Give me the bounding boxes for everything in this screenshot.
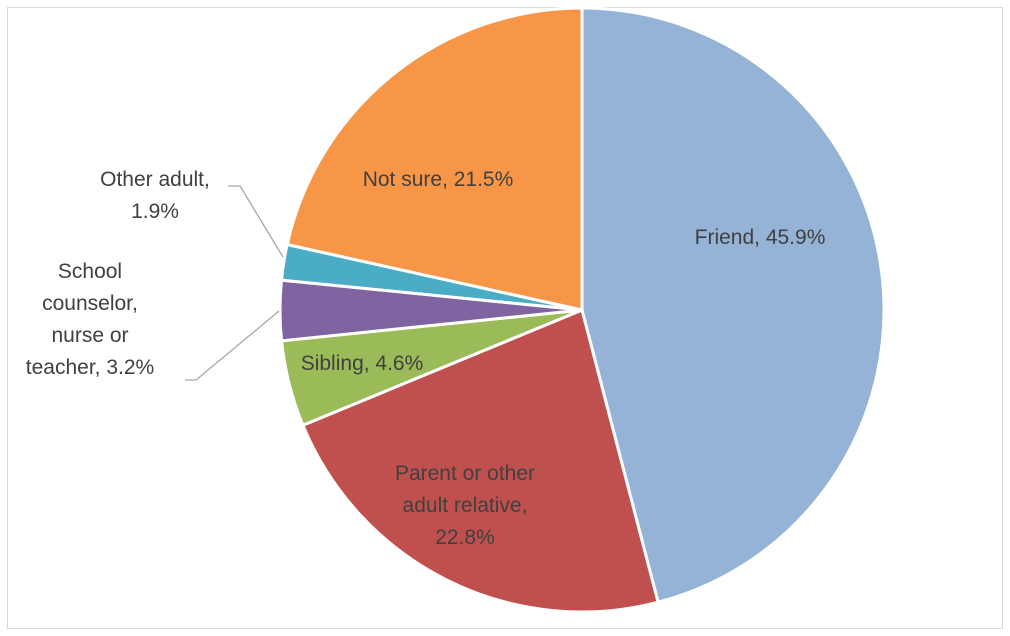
slice-label-other-adult: Other adult, 1.9% [100,168,210,223]
leader-line [185,310,280,381]
slice-labels: Friend, 45.9% Parent or other adult relati… [26,168,826,549]
slice-label-parent-or-other-adult-relative: Parent or other adult relative, 22.8% [395,462,535,549]
leader-lines [185,185,284,381]
slice-label-friend: Friend, 45.9% [695,226,826,249]
leader-line [228,185,284,258]
slice-label-not-sure: Not sure, 21.5% [363,168,514,191]
pie-slice-parent-or-other-adult-relative [300,307,660,614]
pie-slice-not-sure [285,6,584,312]
slice-label-school-counselor-nurse-or-teacher: School counselor, nurse or teacher, 3.2% [26,260,154,379]
pie-slice-friend [580,6,886,605]
pie-slices [278,6,886,614]
slice-label-sibling: Sibling, 4.6% [301,352,424,375]
